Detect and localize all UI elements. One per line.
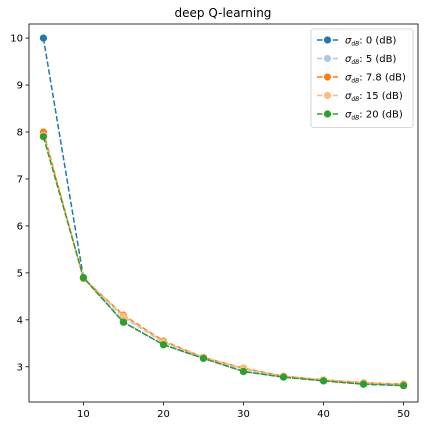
series-4-point-9 <box>399 381 408 390</box>
legend-subscript-1: dB <box>351 59 359 66</box>
legend-symbol-0: σ <box>345 36 352 47</box>
series-4-point-4 <box>199 354 208 362</box>
y-tick-label-6: 9 <box>17 81 23 92</box>
legend-label-4: σdB: 20 (dB) <box>345 110 403 122</box>
series-line-3 <box>42 135 404 386</box>
legend-subscript-4: dB <box>351 115 359 122</box>
series-4-point-7 <box>319 377 328 385</box>
y-tick-label-7: 10 <box>10 34 23 45</box>
legend-marker-0 <box>323 36 332 44</box>
x-tick-label-1: 20 <box>157 409 170 420</box>
series-4-point-2 <box>119 318 128 326</box>
legend-symbol-3: σ <box>345 91 352 102</box>
series-line-1 <box>42 134 404 386</box>
y-tick-label-5: 8 <box>17 128 23 139</box>
y-tick-label-4: 7 <box>17 174 23 185</box>
series-4-point-8 <box>359 380 368 388</box>
x-tick-label-4: 50 <box>397 409 410 420</box>
legend-label-0: σdB: 0 (dB) <box>345 36 396 48</box>
legend-name-3: : 15 (dB) <box>359 91 403 102</box>
series-4-point-0 <box>39 133 48 141</box>
legend-name-1: : 5 (dB) <box>359 54 396 65</box>
legend-marker-1 <box>323 54 332 63</box>
series-4-point-5 <box>239 367 248 376</box>
x-tick-label-3: 40 <box>317 409 330 420</box>
chart-title: deep Q-learning <box>175 6 272 20</box>
legend-subscript-3: dB <box>351 96 359 103</box>
y-tick-label-3: 6 <box>17 221 23 232</box>
legend-box <box>310 28 414 128</box>
axis-layer: 10 20 30 40 50 3 4 5 6 7 8 9 10 <box>10 34 410 420</box>
legend-symbol-4: σ <box>345 110 352 121</box>
x-tick-label-0: 10 <box>77 409 90 420</box>
series-4-point-1 <box>79 273 88 282</box>
y-tick-label-1: 4 <box>17 315 23 326</box>
legend-label-2: σdB: 7.8 (dB) <box>345 73 406 85</box>
legend-symbol-1: σ <box>345 54 352 65</box>
legend-symbol-2: σ <box>345 73 352 84</box>
legend-label-1: σdB: 5 (dB) <box>345 54 396 66</box>
legend-marker-3 <box>323 91 332 100</box>
legend-marker-4 <box>323 110 332 118</box>
legend-name-2: : 7.8 (dB) <box>359 73 406 84</box>
y-tick-label-0: 3 <box>17 362 23 373</box>
series-line-2 <box>42 131 404 385</box>
legend-label-3: σdB: 15 (dB) <box>345 91 403 103</box>
legend: σdB: 0 (dB)σdB: 5 (dB)σdB: 7.8 (dB)σdB: … <box>310 28 414 128</box>
legend-marker-2 <box>323 73 332 81</box>
series-line-4 <box>42 136 404 387</box>
plot-layer <box>39 34 408 390</box>
x-tick-label-2: 30 <box>237 409 250 420</box>
series-4-point-6 <box>279 373 288 381</box>
plot-frame <box>28 23 419 403</box>
series-4-point-3 <box>159 341 168 349</box>
series-3-point-2 <box>119 312 128 320</box>
legend-subscript-2: dB <box>351 78 359 85</box>
legend-name-4: : 20 (dB) <box>359 110 403 121</box>
y-tick-label-2: 5 <box>17 268 23 279</box>
legend-name-0: : 0 (dB) <box>359 36 396 47</box>
series-0-point-0 <box>39 34 48 42</box>
legend-subscript-0: dB <box>351 41 359 48</box>
